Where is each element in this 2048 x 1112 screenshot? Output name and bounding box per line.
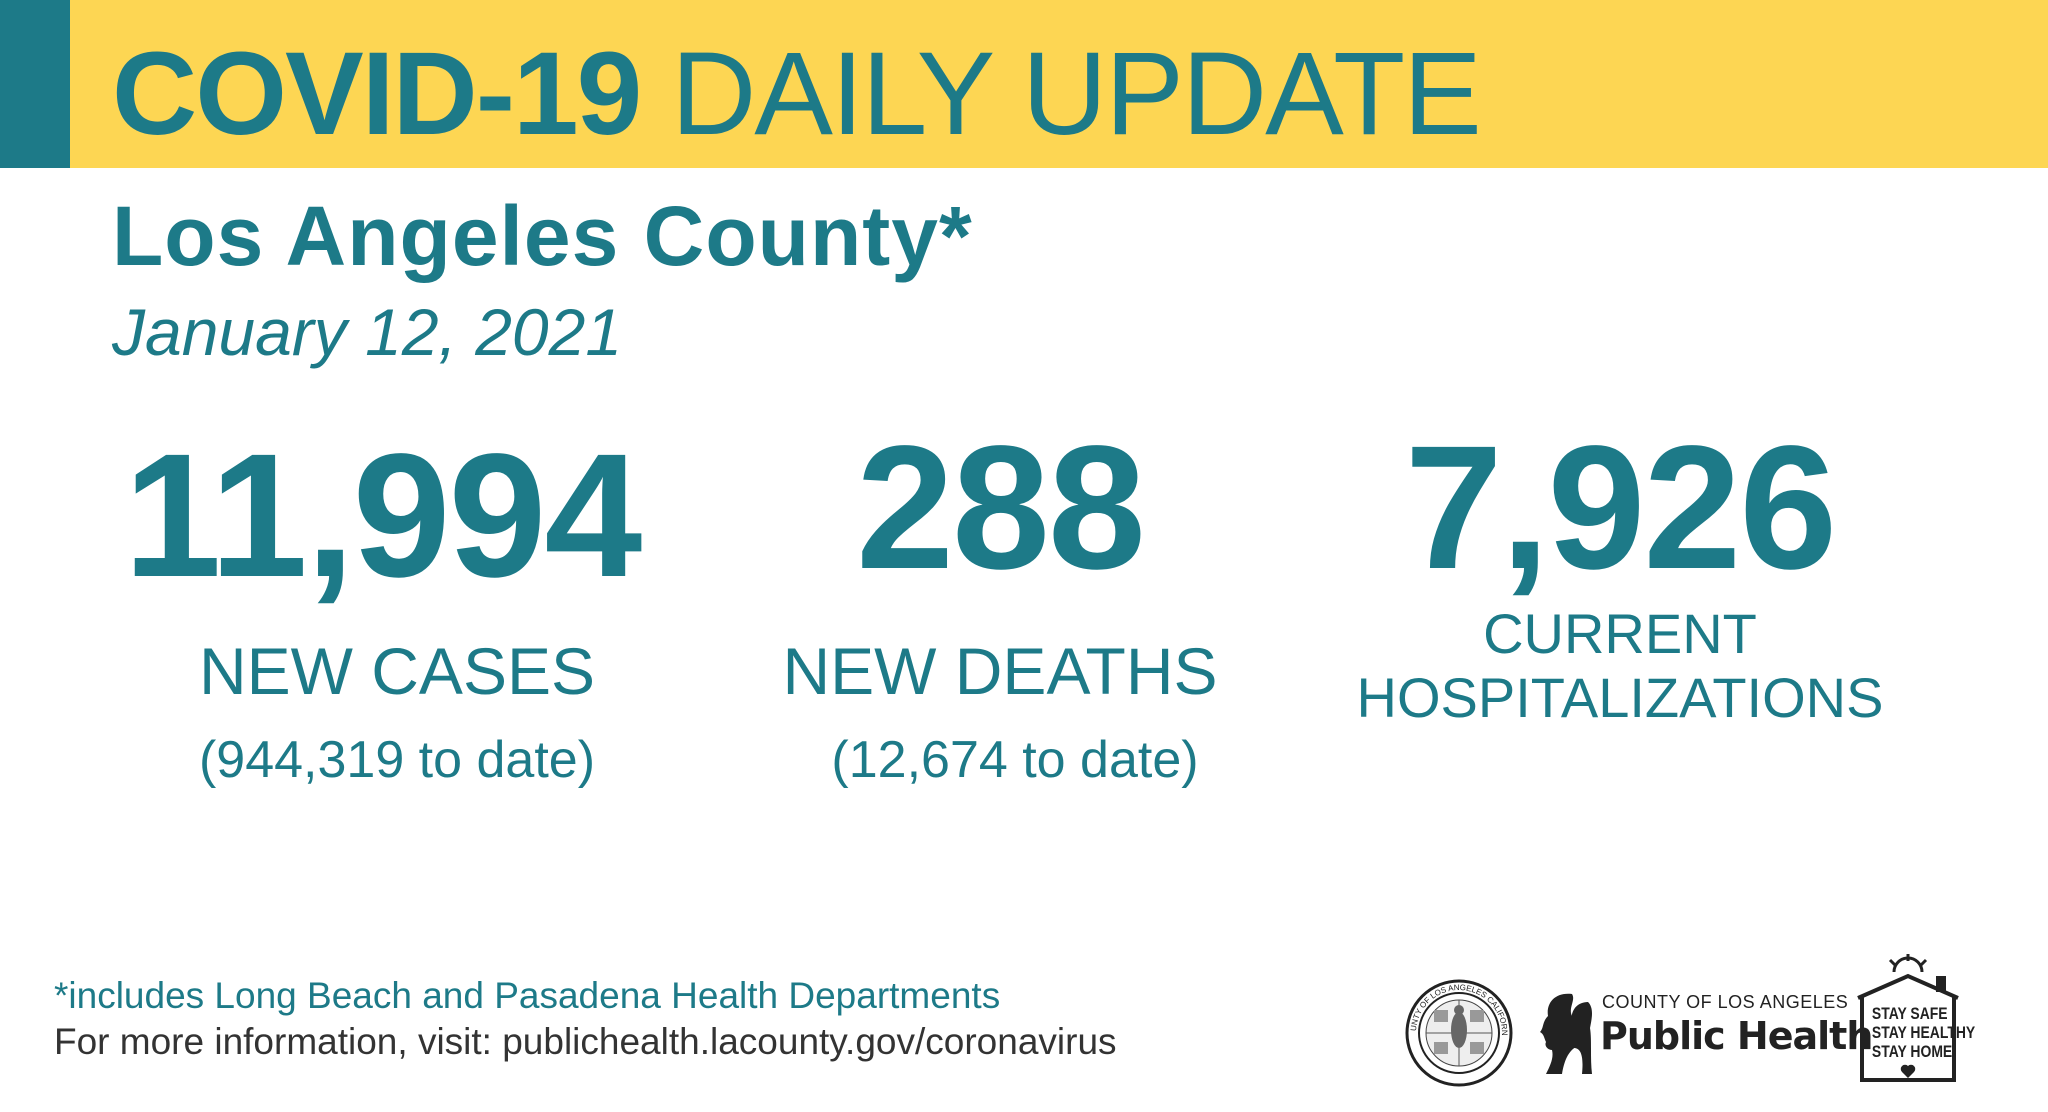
stay-safe-line2: STAY HEALTHY [1871,1023,1976,1042]
page-title: COVID-19 DAILY UPDATE [112,28,1482,160]
banner-accent-bar [0,0,70,168]
county-subtitle: Los Angeles County* [112,189,973,283]
house-sun-icon [1857,954,1959,1082]
profiles-icon [1540,993,1592,1074]
stat-new-cases: 11,994 NEW CASES (944,319 to date) [112,428,652,790]
new-deaths-value: 288 [856,410,1146,606]
deaths-to-date: (12,674 to date) [831,731,1199,789]
public-health-text: Public Health [1600,1014,1873,1058]
more-info-text: For more information, visit: publichealt… [54,1021,1117,1062]
stay-safe-logo: STAY SAFE STAY HEALTHY STAY HOME [1852,954,1976,1088]
public-health-county-text: COUNTY OF LOS ANGELES [1602,992,1849,1012]
new-cases-label: NEW CASES [198,634,596,708]
title-light: DAILY UPDATE [671,28,1482,160]
footnote: *includes Long Beach and Pasadena Health… [54,975,1001,1016]
report-date: January 12, 2021 [112,295,623,369]
hospitalizations-label-line2: HOSPITALIZATIONS [1356,666,1884,729]
county-seal-icon: COUNTY OF LOS ANGELES CALIFORNIA [1404,978,1513,1087]
hospitalizations-value: 7,926 [1404,410,1837,606]
header-banner: COVID-19 DAILY UPDATE [0,0,2048,168]
public-health-logo: COUNTY OF LOS ANGELES Public Health [1532,984,1873,1080]
new-deaths-label: NEW DEATHS [782,634,1218,708]
stay-safe-line1: STAY SAFE [1871,1004,1948,1023]
title-bold: COVID-19 [112,28,642,160]
stat-new-deaths: 288 NEW DEATHS (12,674 to date) [760,420,1240,790]
new-cases-value: 11,994 [123,418,643,614]
stay-safe-line3: STAY HOME [1871,1042,1953,1061]
hospitalizations-label-line1: CURRENT [1483,602,1757,665]
stat-hospitalizations: 7,926 CURRENT HOSPITALIZATIONS [1340,420,1900,730]
stay-safe-text: STAY SAFE STAY HEALTHY STAY HOME [1871,1004,1976,1061]
cases-to-date: (944,319 to date) [198,731,596,789]
